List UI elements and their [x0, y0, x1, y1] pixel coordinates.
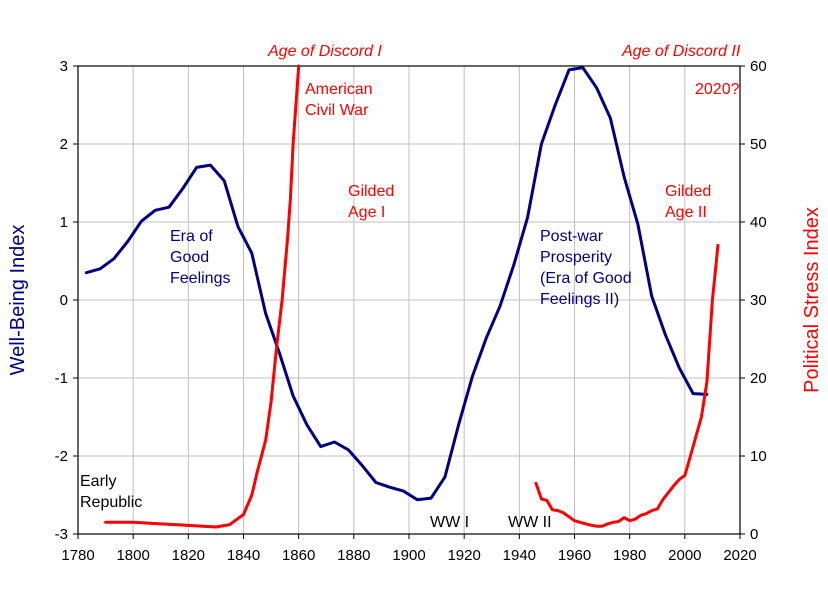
right-y-tick-label: 10 — [750, 448, 767, 465]
annotation-era-line3: Feelings — [170, 270, 230, 287]
x-tick-label: 1780 — [61, 547, 94, 564]
right-y-tick-label: 30 — [750, 292, 767, 309]
left-y-tick-label: 3 — [60, 58, 68, 75]
annotation-postwar-line2: Prosperity — [540, 249, 612, 266]
left-y-tick-label: -3 — [55, 526, 68, 543]
annotation-postwar-line4: Feelings II) — [540, 291, 619, 308]
annotation-era-line1: Era of — [170, 228, 213, 245]
right-y-tick-label: 60 — [750, 58, 767, 75]
right-y-tick-label: 20 — [750, 370, 767, 387]
x-tick-label: 2000 — [668, 547, 701, 564]
annotation-gilded-age-2-line2: Age II — [665, 204, 707, 221]
series-layer — [84, 64, 720, 529]
political-stress-series-line-2 — [534, 243, 720, 528]
x-tick-label: 1920 — [447, 547, 480, 564]
annotation-gilded-age-1-line1: Gilded — [348, 183, 394, 200]
annotation-early-republic-line2: Republic — [80, 494, 142, 511]
annotation-gilded-age-1-line2: Age I — [348, 204, 385, 221]
x-tick-label: 1940 — [503, 547, 536, 564]
annotation-civil-war-line1: American — [305, 81, 373, 98]
annotation-2020: 2020? — [695, 81, 740, 98]
left-axis-title: Well-Being Index — [7, 225, 29, 376]
annotation-civil-war-line2: Civil War — [305, 102, 369, 119]
annotation-ww2: WW II — [508, 514, 552, 531]
annotation-postwar-line3: (Era of Good — [540, 270, 632, 287]
annotation-era-line2: Good — [170, 249, 209, 266]
x-tick-label: 1960 — [558, 547, 591, 564]
right-axis-title: Political Stress Index — [801, 207, 823, 393]
x-tick-label: 1840 — [227, 547, 260, 564]
left-y-axis: 3 2 1 0 -1 -2 -3 — [55, 58, 78, 543]
annotation-early-republic-line1: Early — [80, 473, 116, 490]
x-tick-label: 1800 — [116, 547, 149, 564]
grid — [78, 66, 740, 534]
left-y-tick-label: 2 — [60, 136, 68, 153]
left-y-tick-label: -2 — [55, 448, 68, 465]
x-axis: 1780 1800 1820 1840 1860 1880 1900 1920 1940 1960… — [61, 534, 757, 564]
right-y-tick-label: 50 — [750, 136, 767, 153]
x-tick-label: 1980 — [613, 547, 646, 564]
political-stress-series-line-1 — [104, 64, 301, 529]
annotation-age-of-discord-1: Age of Discord I — [267, 43, 382, 60]
left-y-tick-label: 1 — [60, 214, 68, 231]
x-tick-label: 2020 — [723, 547, 756, 564]
annotation-postwar-line1: Post-war — [540, 228, 604, 245]
left-y-tick-label: 0 — [60, 292, 68, 309]
left-y-tick-label: -1 — [55, 370, 68, 387]
annotation-age-of-discord-2: Age of Discord II — [621, 43, 741, 60]
x-tick-label: 1900 — [392, 547, 425, 564]
right-y-tick-label: 0 — [750, 526, 758, 543]
annotation-gilded-age-2-line1: Gilded — [665, 183, 711, 200]
right-y-axis: 60 50 40 30 20 10 0 — [740, 58, 767, 543]
x-tick-label: 1860 — [282, 547, 315, 564]
right-y-tick-label: 40 — [750, 214, 767, 231]
x-tick-label: 1820 — [172, 547, 205, 564]
annotation-ww1: WW I — [430, 514, 469, 531]
x-tick-label: 1880 — [337, 547, 370, 564]
well-being-series-line — [84, 66, 709, 502]
